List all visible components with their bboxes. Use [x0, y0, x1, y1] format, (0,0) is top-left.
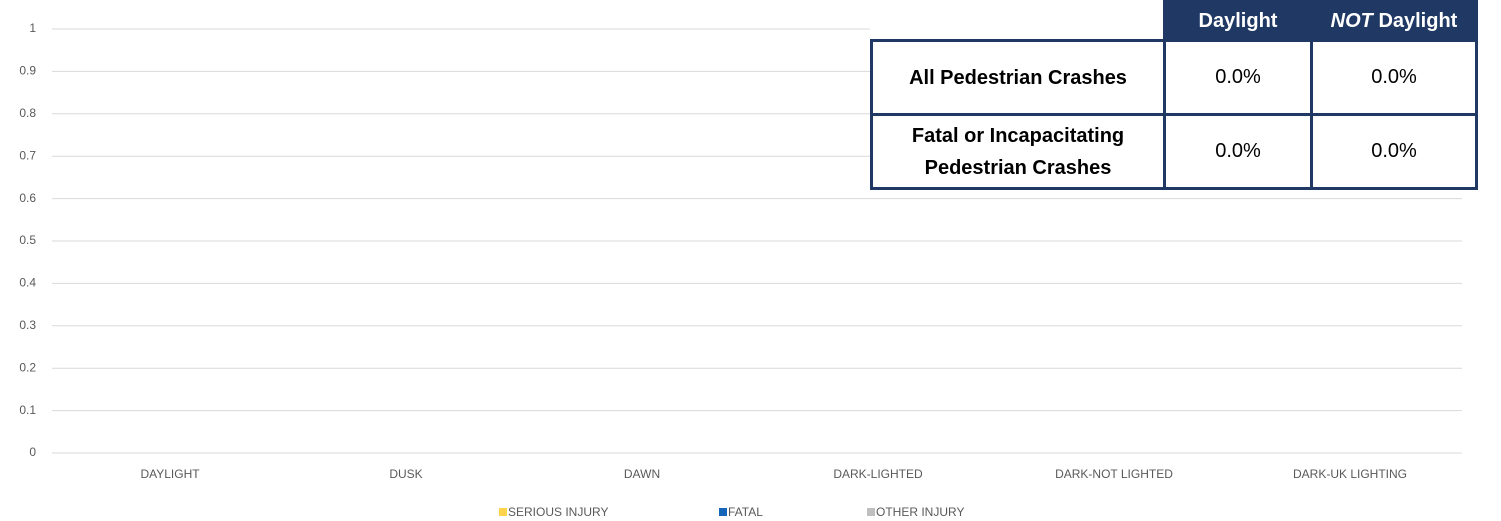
y-tick-label: 0.2 [19, 360, 36, 374]
cell: 0.0% [1163, 39, 1313, 116]
y-tick-label: 0 [29, 445, 36, 459]
y-tick-label: 0.4 [19, 276, 36, 290]
legend-label: FATAL [728, 505, 763, 519]
header-text: Daylight [1378, 9, 1458, 32]
legend-swatch [499, 508, 507, 516]
legend-label: OTHER INJURY [876, 505, 964, 519]
row-header: All Pedestrian Crashes [870, 39, 1166, 116]
header-cell: NOT Daylight [1310, 0, 1478, 42]
x-tick-label: DUSK [389, 467, 422, 481]
x-tick-label: DARK-LIGHTED [833, 467, 923, 481]
legend-swatch [719, 508, 727, 516]
blank-cell [872, 2, 1165, 41]
header-cell: Daylight [1163, 0, 1313, 42]
y-tick-label: 0.6 [19, 191, 36, 205]
x-tick-label: DAWN [624, 467, 660, 481]
header-emphasis: NOT [1330, 9, 1373, 32]
y-tick-label: 1 [29, 21, 36, 35]
x-tick-label: DAYLIGHT [140, 467, 200, 481]
row-header: Fatal or Incapacitating Pedestrian Crash… [870, 113, 1166, 190]
cell: 0.0% [1310, 39, 1478, 116]
x-tick-label: DARK-UK LIGHTING [1293, 467, 1407, 481]
y-tick-label: 0.3 [19, 318, 36, 332]
row: All Pedestrian Crashes 0.0% 0.0% [870, 39, 1478, 116]
cell: 0.0% [1310, 113, 1478, 190]
x-tick-label: DARK-NOT LIGHTED [1055, 467, 1173, 481]
legend-label: SERIOUS INJURY [508, 505, 608, 519]
header-row: Daylight NOT Daylight [872, 0, 1478, 42]
y-tick-label: 0.5 [19, 233, 36, 247]
legend-swatch [867, 508, 875, 516]
summary-table: Daylight NOT Daylight All Pedestrian Cra… [870, 0, 1478, 190]
row: Fatal or Incapacitating Pedestrian Crash… [870, 113, 1478, 190]
y-tick-label: 0.9 [19, 64, 36, 78]
y-tick-label: 0.8 [19, 106, 36, 120]
y-tick-label: 0.1 [19, 403, 36, 417]
y-tick-label: 0.7 [19, 148, 36, 162]
cell: 0.0% [1163, 113, 1313, 190]
